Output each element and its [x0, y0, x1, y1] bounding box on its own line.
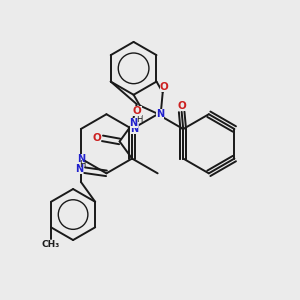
- Text: O: O: [92, 133, 101, 143]
- Text: H: H: [136, 115, 143, 124]
- Text: N: N: [130, 118, 138, 128]
- Text: N: N: [156, 109, 164, 119]
- Text: O: O: [177, 101, 186, 111]
- Text: N: N: [130, 124, 139, 134]
- Text: O: O: [160, 82, 169, 92]
- Text: H: H: [80, 160, 86, 169]
- Text: N: N: [75, 164, 83, 174]
- Text: O: O: [133, 106, 142, 116]
- Text: CH₃: CH₃: [42, 240, 60, 249]
- Text: N: N: [77, 154, 85, 164]
